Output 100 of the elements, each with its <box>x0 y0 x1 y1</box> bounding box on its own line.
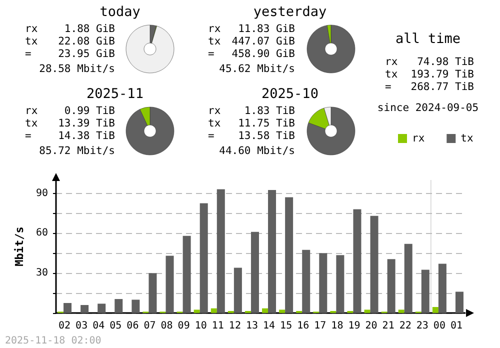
text: 85.72 Mbit/s <box>39 145 115 157</box>
x-tick-label: 21 <box>382 320 394 332</box>
text: 1.83 TiB <box>244 105 295 117</box>
bar <box>364 310 370 313</box>
text: 22.08 GiB <box>58 36 115 48</box>
y-tick-label: 30 <box>36 268 48 279</box>
text: tx <box>25 36 38 48</box>
x-tick-label: 17 <box>314 320 326 332</box>
bar <box>438 264 446 313</box>
text: = <box>208 130 214 142</box>
x-tick-label: 14 <box>262 320 276 332</box>
text: 447.07 GiB <box>232 36 295 48</box>
text: all time <box>395 31 461 47</box>
x-tick-label: 20 <box>365 320 378 332</box>
x-tick-label: 11 <box>212 320 224 332</box>
chart-title: 2025-10 <box>262 86 318 102</box>
x-tick-label: 02 <box>58 320 71 332</box>
x-tick-label: 01 <box>450 320 463 332</box>
bar <box>370 216 378 313</box>
text: rx <box>25 23 38 35</box>
text: 28.58 Mbit/s <box>39 63 115 75</box>
bar <box>387 259 396 313</box>
text: 11.75 TiB <box>238 118 295 130</box>
text: tx <box>25 118 38 130</box>
bar <box>302 250 310 313</box>
x-tick-label: 10 <box>194 320 207 332</box>
x-tick-label: 13 <box>246 320 258 332</box>
text: tx <box>208 36 221 48</box>
text: 13.39 TiB <box>58 118 115 130</box>
text: 0.99 TiB <box>64 105 115 117</box>
legend-label: rx <box>412 132 425 144</box>
text: = <box>208 48 214 60</box>
x-tick-label: 12 <box>228 320 241 332</box>
chart-title: yesterday <box>253 4 327 20</box>
bar <box>455 292 464 313</box>
bar <box>353 209 362 313</box>
x-tick-label: 19 <box>348 320 360 332</box>
x-tick-label: 09 <box>178 320 190 332</box>
bar <box>64 303 72 313</box>
text: rx <box>385 56 398 68</box>
text: 268.77 TiB <box>410 81 474 93</box>
bar <box>182 236 191 313</box>
chart-title: today <box>100 4 140 20</box>
bar <box>98 304 106 313</box>
x-tick-label: 16 <box>297 320 310 332</box>
text: 2025-11-18 02:00 <box>5 336 102 346</box>
text: 11.83 GiB <box>238 23 295 35</box>
x-tick-label: 07 <box>144 320 156 332</box>
bar <box>319 253 328 313</box>
x-tick-label: 18 <box>331 320 344 332</box>
x-tick-label: 22 <box>399 320 412 332</box>
bar <box>216 189 225 313</box>
bar <box>279 310 286 313</box>
bar <box>148 273 157 313</box>
text: = <box>25 48 32 60</box>
text: 14.38 TiB <box>58 130 115 142</box>
bar <box>398 310 404 313</box>
text: 44.60 Mbit/s <box>219 145 295 157</box>
text: tx <box>385 68 398 80</box>
bar <box>262 308 268 313</box>
text: 74.98 TiB <box>417 56 474 68</box>
chart-title: 2025-11 <box>86 86 144 102</box>
bar <box>268 190 276 313</box>
bar <box>210 308 217 313</box>
x-tick-label: 03 <box>76 320 88 332</box>
text: since 2024-09-05 <box>377 102 479 114</box>
bar <box>421 270 430 313</box>
text: rx <box>25 105 38 117</box>
text: 458.90 GiB <box>232 48 295 60</box>
y-axis-title: Mbit/s <box>13 226 26 266</box>
x-tick-label: 08 <box>160 320 173 332</box>
x-tick-label: 06 <box>126 320 139 332</box>
x-tick-label: 15 <box>280 320 292 332</box>
text: 1.88 GiB <box>64 23 115 35</box>
y-tick-label: 90 <box>36 188 48 199</box>
bar <box>80 305 89 313</box>
bar <box>234 268 242 313</box>
bar <box>194 310 200 313</box>
bar <box>404 244 412 313</box>
bar <box>114 299 123 313</box>
bar <box>200 203 208 313</box>
text: = <box>385 81 392 93</box>
x-tick-label: 23 <box>416 320 428 332</box>
text: rx <box>208 23 221 35</box>
text: tx <box>208 118 221 130</box>
text: = <box>25 130 32 142</box>
x-tick-label: 05 <box>110 320 122 332</box>
text: 23.95 GiB <box>58 48 115 60</box>
bar <box>250 232 259 313</box>
text: 193.79 TiB <box>410 68 474 80</box>
legend-label: tx <box>460 132 474 144</box>
bar <box>432 307 438 313</box>
bar <box>336 255 344 313</box>
bar <box>132 300 140 313</box>
bar <box>285 197 294 313</box>
text: rx <box>208 105 221 117</box>
bar <box>166 256 174 313</box>
x-tick-label: 00 <box>433 320 446 332</box>
text: 13.58 TiB <box>238 130 295 142</box>
y-tick-label: 60 <box>36 228 48 239</box>
